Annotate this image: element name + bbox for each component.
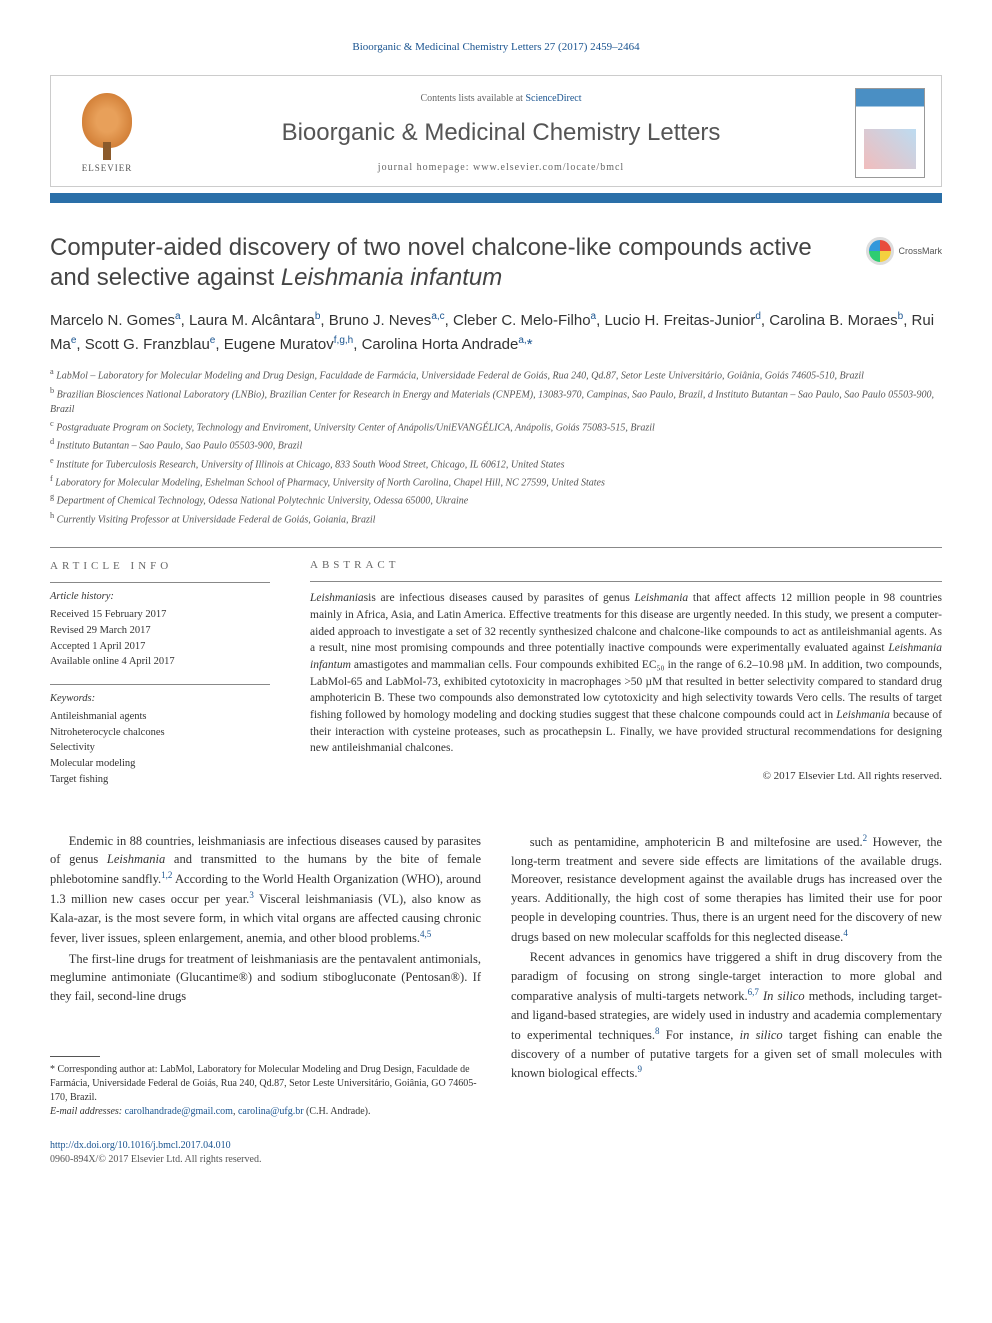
corresponding-author-note: * Corresponding author at: LabMol, Labor… <box>50 1063 481 1105</box>
keywords-label: Keywords: <box>50 691 270 707</box>
contents-available: Contents lists available at ScienceDirec… <box>167 92 835 106</box>
abstract-text: Leishmaniasis are infectious diseases ca… <box>310 581 942 757</box>
article-info-column: ARTICLE INFO Article history: Received 1… <box>50 548 270 802</box>
affiliation-item: c Postgraduate Program on Society, Techn… <box>50 418 942 435</box>
affiliation-item: h Currently Visiting Professor at Univer… <box>50 510 942 527</box>
publisher-logo: ELSEVIER <box>67 88 147 178</box>
keyword-item: Target fishing <box>50 772 270 788</box>
history-item: Available online 4 April 2017 <box>50 654 270 670</box>
abstract-column: ABSTRACT Leishmaniasis are infectious di… <box>310 548 942 802</box>
email-label: E-mail addresses: <box>50 1106 122 1117</box>
history-item: Revised 29 March 2017 <box>50 623 270 639</box>
contents-prefix: Contents lists available at <box>420 93 525 104</box>
affiliation-item: g Department of Chemical Technology, Ode… <box>50 491 942 508</box>
keyword-item: Nitroheterocycle chalcones <box>50 725 270 741</box>
body-text: Endemic in 88 countries, leishmaniasis a… <box>50 832 942 1119</box>
keyword-item: Antileishmanial agents <box>50 709 270 725</box>
abstract-copyright: © 2017 Elsevier Ltd. All rights reserved… <box>310 769 942 784</box>
homepage-prefix: journal homepage: <box>378 162 473 173</box>
affiliations: a LabMol – Laboratory for Molecular Mode… <box>50 366 942 527</box>
sciencedirect-link[interactable]: ScienceDirect <box>525 93 581 104</box>
author-list: Marcelo N. Gomesa, Laura M. Alcântarab, … <box>50 309 942 356</box>
body-column-right: such as pentamidine, amphotericin B and … <box>511 832 942 1119</box>
journal-homepage: journal homepage: www.elsevier.com/locat… <box>167 161 835 175</box>
title-text: Computer-aided discovery of two novel ch… <box>50 234 812 291</box>
doi-line[interactable]: http://dx.doi.org/10.1016/j.bmcl.2017.04… <box>50 1139 942 1153</box>
crossmark-label: CrossMark <box>898 246 942 257</box>
info-abstract-row: ARTICLE INFO Article history: Received 1… <box>50 547 942 802</box>
keywords-block: Keywords: Antileishmanial agents Nitrohe… <box>50 684 270 788</box>
affiliation-item: b Brazilian Biosciences National Laborat… <box>50 385 942 417</box>
email-line: E-mail addresses: carolhandrade@gmail.co… <box>50 1105 481 1119</box>
affiliation-item: f Laboratory for Molecular Modeling, Esh… <box>50 473 942 490</box>
email-suffix: (C.H. Andrade). <box>306 1106 370 1117</box>
citation-line: Bioorganic & Medicinal Chemistry Letters… <box>50 40 942 55</box>
body-column-left: Endemic in 88 countries, leishmaniasis a… <box>50 832 481 1119</box>
publisher-name: ELSEVIER <box>82 162 133 175</box>
history-label: Article history: <box>50 589 270 605</box>
footer-copyright: 0960-894X/© 2017 Elsevier Ltd. All right… <box>50 1153 942 1167</box>
journal-header: ELSEVIER Contents lists available at Sci… <box>50 75 942 187</box>
crossmark-icon <box>866 237 894 265</box>
journal-name: Bioorganic & Medicinal Chemistry Letters <box>167 116 835 150</box>
affiliation-item: d Instituto Butantan – Sao Paulo, Sao Pa… <box>50 436 942 453</box>
body-paragraph: such as pentamidine, amphotericin B and … <box>511 832 942 947</box>
header-center: Contents lists available at ScienceDirec… <box>167 92 835 176</box>
footnote-separator <box>50 1056 100 1057</box>
history-item: Accepted 1 April 2017 <box>50 639 270 655</box>
email-link[interactable]: carolhandrade@gmail.com <box>125 1106 233 1117</box>
crossmark-badge[interactable]: CrossMark <box>866 237 942 265</box>
header-rule <box>50 193 942 203</box>
affiliation-item: e Institute for Tuberculosis Research, U… <box>50 455 942 472</box>
email-link[interactable]: carolina@ufg.br <box>238 1106 304 1117</box>
affiliation-item: a LabMol – Laboratory for Molecular Mode… <box>50 366 942 383</box>
keyword-item: Molecular modeling <box>50 756 270 772</box>
article-info-heading: ARTICLE INFO <box>50 559 270 574</box>
abstract-heading: ABSTRACT <box>310 558 942 573</box>
body-paragraph: The first-line drugs for treatment of le… <box>50 950 481 1006</box>
body-paragraph: Recent advances in genomics have trigger… <box>511 948 942 1083</box>
article-history: Article history: Received 15 February 20… <box>50 582 270 670</box>
homepage-url[interactable]: www.elsevier.com/locate/bmcl <box>473 162 624 173</box>
elsevier-tree-icon <box>82 93 132 148</box>
article-title: Computer-aided discovery of two novel ch… <box>50 233 942 293</box>
keyword-item: Selectivity <box>50 740 270 756</box>
history-item: Received 15 February 2017 <box>50 607 270 623</box>
body-paragraph: Endemic in 88 countries, leishmaniasis a… <box>50 832 481 948</box>
footnotes: * Corresponding author at: LabMol, Labor… <box>50 1063 481 1119</box>
journal-cover-thumbnail <box>855 88 925 178</box>
